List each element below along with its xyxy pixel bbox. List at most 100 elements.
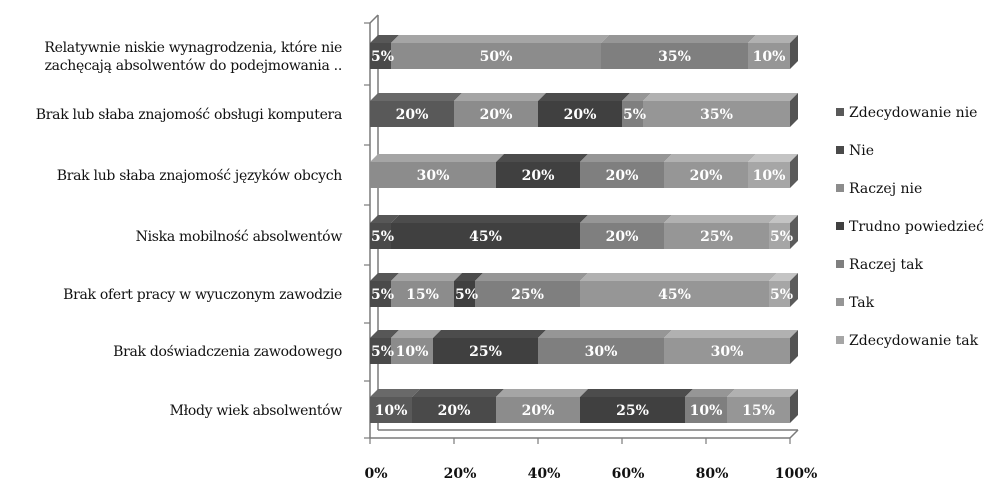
bar-segment-top	[412, 389, 504, 397]
segment-value-label: 45%	[469, 229, 502, 245]
x-tick-label: 40%	[528, 466, 561, 482]
bar-segment-side	[790, 330, 798, 364]
bar-segment	[601, 43, 748, 69]
bar-segment	[433, 338, 538, 364]
bar-segment-top	[433, 330, 546, 338]
bar-segment	[475, 281, 580, 307]
bar-segment	[370, 101, 454, 127]
x-tick-label: 0%	[364, 466, 387, 482]
legend-item: Zdecydowanie nie	[836, 105, 977, 121]
bar-row: 20% 20% 20% 5% 35%	[370, 93, 798, 127]
bar-segment-top	[370, 154, 504, 162]
segment-value-label: 15%	[406, 287, 439, 303]
category-label: Brak lub słaba znajomość obsługi kompute…	[36, 107, 342, 123]
bar-segment	[664, 338, 790, 364]
category-label: zachęcają absolwentów do podejmowania ..	[45, 58, 342, 74]
segment-value-label: 15%	[742, 403, 775, 419]
category-label: Brak ofert pracy w wyuczonym zawodzie	[63, 287, 342, 303]
bar-segment	[370, 397, 412, 423]
bar-segment-side	[790, 389, 798, 423]
bar-segment	[685, 397, 727, 423]
x-tick-label: 80%	[696, 466, 729, 482]
bar-segment-top	[727, 389, 798, 397]
bar-segment-top	[454, 273, 483, 281]
category-label: Relatywnie niskie wynagrodzenia, które n…	[44, 40, 342, 56]
segment-value-label: 45%	[658, 287, 691, 303]
bar-segment-side	[790, 93, 798, 127]
bar-segment	[622, 101, 643, 127]
bar-segment	[496, 397, 580, 423]
bar-segment	[643, 101, 790, 127]
legend-swatch	[836, 146, 844, 154]
bar-segment-top	[643, 93, 798, 101]
segment-value-label: 30%	[417, 168, 450, 184]
x-axis-right-edge	[789, 429, 799, 439]
bar-segment-top	[391, 273, 462, 281]
segment-value-label: 5%	[455, 287, 478, 303]
bar-segment	[454, 101, 538, 127]
bar-segment-side	[790, 35, 798, 69]
bar-segment-top	[475, 273, 588, 281]
x-tick-label: 60%	[612, 466, 645, 482]
segment-value-label: 10%	[753, 168, 786, 184]
bar-segment-side	[790, 273, 798, 307]
segment-value-label: 25%	[469, 344, 502, 360]
bar-row: 5% 50% 35% 10%	[370, 35, 798, 69]
segment-value-label: 20%	[480, 107, 513, 123]
bar-segment-top	[622, 93, 651, 101]
bar-segment-top	[496, 389, 588, 397]
bar-segment-top	[454, 93, 546, 101]
segment-value-label: 10%	[690, 403, 723, 419]
bar-segment	[370, 43, 391, 69]
bar-segment	[769, 223, 790, 249]
category-label: Młody wiek absolwentów	[170, 403, 343, 419]
bar-segment-side	[790, 215, 798, 249]
bar-segment-top	[664, 215, 777, 223]
bar-segment	[391, 223, 580, 249]
segment-value-label: 30%	[711, 344, 744, 360]
bar-segment-top	[370, 330, 399, 338]
segment-value-label: 20%	[522, 168, 555, 184]
x-tick-label: 20%	[444, 466, 477, 482]
bar-segment-top	[580, 273, 777, 281]
bar-segment	[496, 162, 580, 188]
bar-segment-top	[538, 93, 630, 101]
bar-segment-top	[370, 215, 399, 223]
legend-label: Zdecydowanie tak	[849, 333, 979, 349]
legend-swatch	[836, 184, 844, 192]
segment-value-label: 50%	[480, 49, 513, 65]
segment-value-label: 5%	[371, 287, 394, 303]
segment-value-label: 5%	[770, 229, 793, 245]
category-label: Brak lub słaba znajomość języków obcych	[57, 168, 343, 184]
legend-label: Raczej nie	[849, 181, 922, 197]
bar-segment	[538, 338, 664, 364]
legend-label: Raczej tak	[849, 257, 923, 273]
legend-item: Raczej tak	[836, 257, 923, 273]
segment-value-label: 10%	[375, 403, 408, 419]
bar-segment	[748, 162, 790, 188]
bar-segment	[391, 338, 433, 364]
bar-segment-top	[748, 154, 798, 162]
segment-value-label: 25%	[700, 229, 733, 245]
bar-segment	[412, 397, 496, 423]
bar-segment	[370, 338, 391, 364]
bar-segment	[580, 397, 685, 423]
category-label: Brak doświadczenia zawodowego	[113, 344, 342, 360]
segment-value-label: 5%	[371, 49, 394, 65]
bar-segment	[370, 223, 391, 249]
bar-segment-top	[370, 389, 420, 397]
bar-segment	[664, 223, 769, 249]
bar-segment	[748, 43, 790, 69]
legend-item: Trudno powiedzieć	[836, 219, 984, 235]
segment-value-label: 20%	[396, 107, 429, 123]
bar-row: 30% 20% 20% 20% 10%	[370, 154, 798, 188]
x-tick-label: 100%	[775, 466, 818, 482]
legend-swatch	[836, 108, 844, 116]
bar-segment-top	[391, 215, 588, 223]
bar-segment-top	[769, 215, 798, 223]
legend-swatch	[836, 222, 844, 230]
legend-item: Nie	[836, 143, 874, 159]
bar-segment-top	[664, 154, 756, 162]
